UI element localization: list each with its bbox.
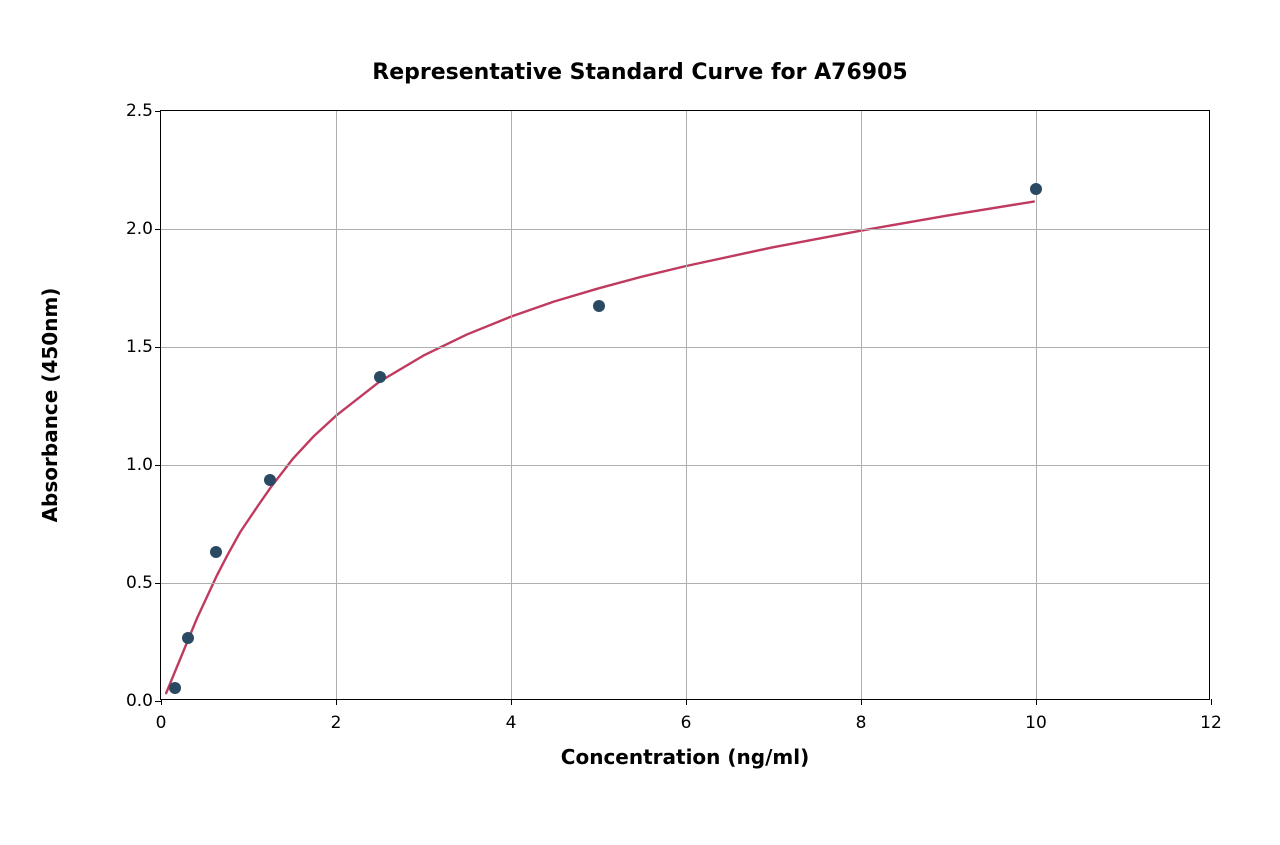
x-tick-label: 6 (681, 713, 692, 733)
grid-line-vertical (511, 111, 512, 699)
y-tick (155, 701, 161, 702)
y-axis-label: Absorbance (450nm) (38, 255, 62, 555)
grid-line-horizontal (161, 347, 1209, 348)
x-tick (686, 699, 687, 705)
y-tick (155, 347, 161, 348)
data-point (169, 682, 181, 694)
x-tick-label: 8 (856, 713, 867, 733)
data-point (182, 632, 194, 644)
grid-line-vertical (861, 111, 862, 699)
y-tick (155, 465, 161, 466)
grid-line-vertical (336, 111, 337, 699)
x-tick (1036, 699, 1037, 705)
data-point (374, 371, 386, 383)
x-tick-label: 0 (156, 713, 167, 733)
y-tick (155, 111, 161, 112)
grid-line-horizontal (161, 583, 1209, 584)
y-tick (155, 229, 161, 230)
chart-container: Representative Standard Curve for A76905… (0, 0, 1280, 845)
grid-line-vertical (1036, 111, 1037, 699)
x-tick-label: 4 (506, 713, 517, 733)
x-tick-label: 10 (1025, 713, 1047, 733)
y-tick-label: 1.5 (111, 337, 153, 357)
curve-line (161, 111, 1209, 699)
x-tick (336, 699, 337, 705)
chart-title: Representative Standard Curve for A76905 (0, 60, 1280, 85)
grid-line-horizontal (161, 465, 1209, 466)
x-tick-label: 2 (331, 713, 342, 733)
x-tick (511, 699, 512, 705)
x-tick (861, 699, 862, 705)
y-tick-label: 2.0 (111, 219, 153, 239)
y-tick-label: 0.5 (111, 573, 153, 593)
x-tick (161, 699, 162, 705)
x-tick-label: 12 (1200, 713, 1222, 733)
data-point (1030, 183, 1042, 195)
x-tick (1211, 699, 1212, 705)
data-point (264, 474, 276, 486)
grid-line-vertical (686, 111, 687, 699)
y-tick-label: 2.5 (111, 101, 153, 121)
data-point (593, 300, 605, 312)
grid-line-horizontal (161, 229, 1209, 230)
y-tick (155, 583, 161, 584)
data-point (210, 546, 222, 558)
x-axis-label: Concentration (ng/ml) (160, 745, 1210, 769)
y-tick-label: 1.0 (111, 455, 153, 475)
plot-area: 0246810120.00.51.01.52.02.5 (160, 110, 1210, 700)
y-tick-label: 0.0 (111, 691, 153, 711)
